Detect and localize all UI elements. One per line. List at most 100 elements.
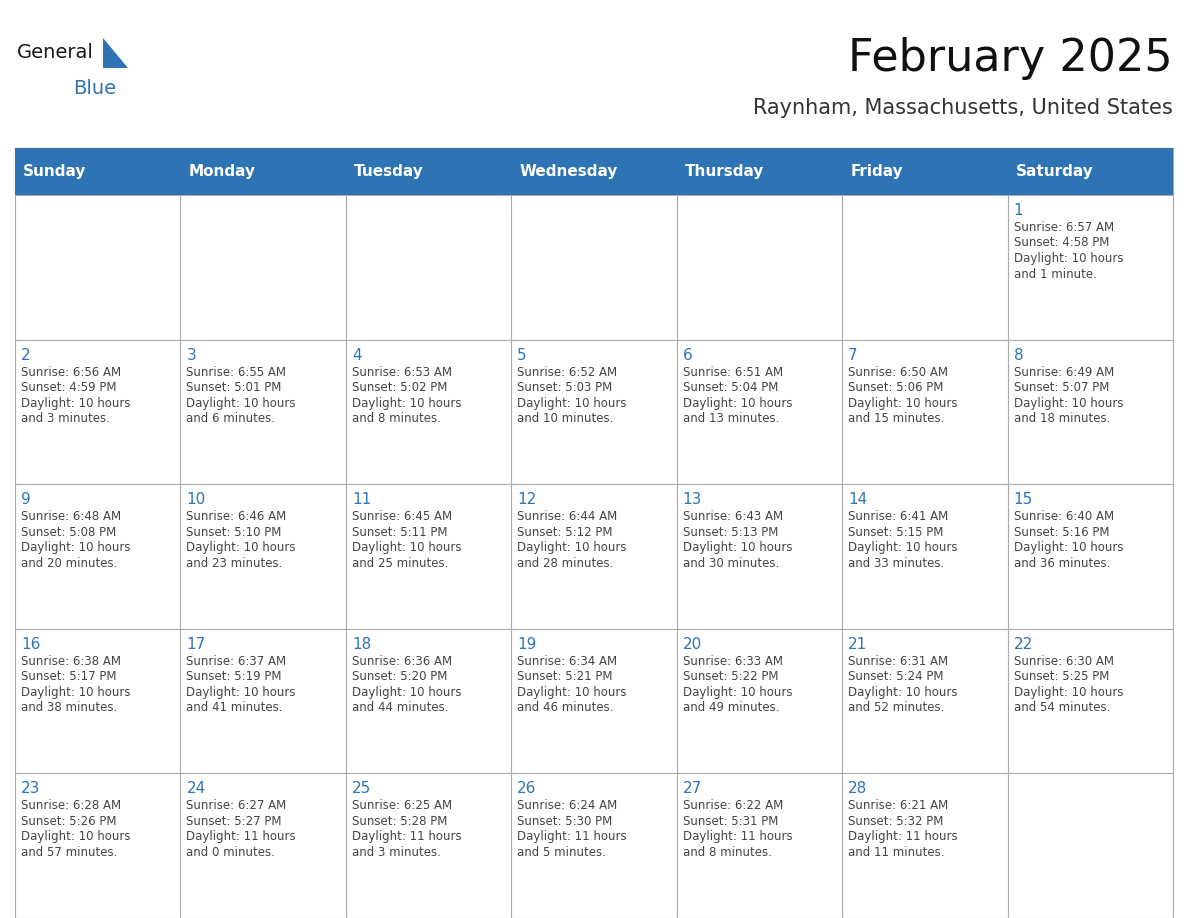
Text: Sunrise: 6:21 AM: Sunrise: 6:21 AM — [848, 800, 948, 812]
Text: Sunrise: 6:51 AM: Sunrise: 6:51 AM — [683, 365, 783, 378]
Text: Daylight: 10 hours: Daylight: 10 hours — [517, 686, 627, 699]
Text: 19: 19 — [517, 637, 537, 652]
Text: Daylight: 11 hours: Daylight: 11 hours — [352, 831, 461, 844]
Text: 9: 9 — [21, 492, 31, 508]
Text: and 36 minutes.: and 36 minutes. — [1013, 556, 1110, 570]
Text: Sunrise: 6:41 AM: Sunrise: 6:41 AM — [848, 510, 948, 523]
Text: Sunset: 5:11 PM: Sunset: 5:11 PM — [352, 526, 448, 539]
Text: Friday: Friday — [851, 164, 903, 179]
Text: and 15 minutes.: and 15 minutes. — [848, 412, 944, 425]
Text: 7: 7 — [848, 348, 858, 363]
Text: Daylight: 10 hours: Daylight: 10 hours — [1013, 252, 1123, 265]
Text: Sunset: 5:26 PM: Sunset: 5:26 PM — [21, 815, 116, 828]
Text: Sunrise: 6:52 AM: Sunrise: 6:52 AM — [517, 365, 618, 378]
Text: and 57 minutes.: and 57 minutes. — [21, 845, 118, 859]
Text: Daylight: 10 hours: Daylight: 10 hours — [21, 831, 131, 844]
Text: Daylight: 10 hours: Daylight: 10 hours — [187, 686, 296, 699]
Text: Sunrise: 6:25 AM: Sunrise: 6:25 AM — [352, 800, 451, 812]
Text: 18: 18 — [352, 637, 371, 652]
Text: Sunrise: 6:43 AM: Sunrise: 6:43 AM — [683, 510, 783, 523]
Text: Sunset: 5:08 PM: Sunset: 5:08 PM — [21, 526, 116, 539]
Text: 2: 2 — [21, 348, 31, 363]
Text: and 5 minutes.: and 5 minutes. — [517, 845, 606, 859]
Text: Saturday: Saturday — [1016, 164, 1093, 179]
Text: Sunset: 5:32 PM: Sunset: 5:32 PM — [848, 815, 943, 828]
Text: Sunset: 5:04 PM: Sunset: 5:04 PM — [683, 381, 778, 394]
Text: Sunset: 5:31 PM: Sunset: 5:31 PM — [683, 815, 778, 828]
Text: Daylight: 10 hours: Daylight: 10 hours — [187, 397, 296, 409]
Text: and 6 minutes.: and 6 minutes. — [187, 412, 276, 425]
Text: and 0 minutes.: and 0 minutes. — [187, 845, 276, 859]
Text: Blue: Blue — [74, 79, 116, 97]
Text: 8: 8 — [1013, 348, 1023, 363]
Text: Sunrise: 6:22 AM: Sunrise: 6:22 AM — [683, 800, 783, 812]
Text: 14: 14 — [848, 492, 867, 508]
Text: Daylight: 10 hours: Daylight: 10 hours — [352, 686, 461, 699]
Text: Sunset: 4:59 PM: Sunset: 4:59 PM — [21, 381, 116, 394]
Text: Sunset: 5:22 PM: Sunset: 5:22 PM — [683, 670, 778, 683]
Text: Daylight: 10 hours: Daylight: 10 hours — [187, 542, 296, 554]
Text: Sunrise: 6:38 AM: Sunrise: 6:38 AM — [21, 655, 121, 667]
Text: and 25 minutes.: and 25 minutes. — [352, 556, 448, 570]
Text: Sunset: 5:25 PM: Sunset: 5:25 PM — [1013, 670, 1108, 683]
Text: Monday: Monday — [189, 164, 255, 179]
Text: and 13 minutes.: and 13 minutes. — [683, 412, 779, 425]
Text: and 11 minutes.: and 11 minutes. — [848, 845, 944, 859]
Text: Sunrise: 6:44 AM: Sunrise: 6:44 AM — [517, 510, 618, 523]
Text: 16: 16 — [21, 637, 40, 652]
Text: Sunset: 4:58 PM: Sunset: 4:58 PM — [1013, 237, 1108, 250]
Text: and 38 minutes.: and 38 minutes. — [21, 701, 118, 714]
Text: and 44 minutes.: and 44 minutes. — [352, 701, 448, 714]
Text: Sunset: 5:02 PM: Sunset: 5:02 PM — [352, 381, 447, 394]
Text: 6: 6 — [683, 348, 693, 363]
Text: Sunrise: 6:30 AM: Sunrise: 6:30 AM — [1013, 655, 1113, 667]
Text: Sunrise: 6:49 AM: Sunrise: 6:49 AM — [1013, 365, 1114, 378]
Text: and 49 minutes.: and 49 minutes. — [683, 701, 779, 714]
Text: 17: 17 — [187, 637, 206, 652]
Text: Daylight: 10 hours: Daylight: 10 hours — [21, 686, 131, 699]
Text: and 8 minutes.: and 8 minutes. — [683, 845, 771, 859]
Text: and 33 minutes.: and 33 minutes. — [848, 556, 944, 570]
Polygon shape — [103, 38, 128, 68]
Text: Daylight: 10 hours: Daylight: 10 hours — [1013, 397, 1123, 409]
Text: and 3 minutes.: and 3 minutes. — [352, 845, 441, 859]
Text: Daylight: 10 hours: Daylight: 10 hours — [517, 542, 627, 554]
Text: Sunrise: 6:24 AM: Sunrise: 6:24 AM — [517, 800, 618, 812]
Text: Daylight: 11 hours: Daylight: 11 hours — [683, 831, 792, 844]
Text: Sunset: 5:12 PM: Sunset: 5:12 PM — [517, 526, 613, 539]
Text: Sunrise: 6:27 AM: Sunrise: 6:27 AM — [187, 800, 286, 812]
Text: Tuesday: Tuesday — [354, 164, 424, 179]
Text: and 20 minutes.: and 20 minutes. — [21, 556, 118, 570]
Text: Sunrise: 6:40 AM: Sunrise: 6:40 AM — [1013, 510, 1113, 523]
Text: Sunset: 5:01 PM: Sunset: 5:01 PM — [187, 381, 282, 394]
Text: Daylight: 10 hours: Daylight: 10 hours — [1013, 686, 1123, 699]
Text: 5: 5 — [517, 348, 527, 363]
Text: and 28 minutes.: and 28 minutes. — [517, 556, 614, 570]
Text: Daylight: 10 hours: Daylight: 10 hours — [517, 397, 627, 409]
Text: Sunset: 5:15 PM: Sunset: 5:15 PM — [848, 526, 943, 539]
Text: 22: 22 — [1013, 637, 1032, 652]
Text: 27: 27 — [683, 781, 702, 797]
Text: Sunrise: 6:28 AM: Sunrise: 6:28 AM — [21, 800, 121, 812]
Text: and 1 minute.: and 1 minute. — [1013, 267, 1097, 281]
Text: Sunrise: 6:56 AM: Sunrise: 6:56 AM — [21, 365, 121, 378]
Text: Sunset: 5:30 PM: Sunset: 5:30 PM — [517, 815, 613, 828]
Text: Daylight: 10 hours: Daylight: 10 hours — [683, 542, 792, 554]
Text: Sunrise: 6:33 AM: Sunrise: 6:33 AM — [683, 655, 783, 667]
Text: Sunset: 5:27 PM: Sunset: 5:27 PM — [187, 815, 282, 828]
Text: 1: 1 — [1013, 203, 1023, 218]
Text: and 3 minutes.: and 3 minutes. — [21, 412, 109, 425]
Text: 3: 3 — [187, 348, 196, 363]
Text: Sunset: 5:06 PM: Sunset: 5:06 PM — [848, 381, 943, 394]
Text: and 30 minutes.: and 30 minutes. — [683, 556, 779, 570]
Text: 23: 23 — [21, 781, 40, 797]
Text: Daylight: 10 hours: Daylight: 10 hours — [848, 542, 958, 554]
Text: Daylight: 10 hours: Daylight: 10 hours — [21, 542, 131, 554]
Text: Sunset: 5:21 PM: Sunset: 5:21 PM — [517, 670, 613, 683]
Text: Sunset: 5:20 PM: Sunset: 5:20 PM — [352, 670, 447, 683]
Text: 13: 13 — [683, 492, 702, 508]
Text: Sunrise: 6:48 AM: Sunrise: 6:48 AM — [21, 510, 121, 523]
Text: Raynham, Massachusetts, United States: Raynham, Massachusetts, United States — [753, 98, 1173, 118]
Text: Thursday: Thursday — [684, 164, 764, 179]
Text: 28: 28 — [848, 781, 867, 797]
